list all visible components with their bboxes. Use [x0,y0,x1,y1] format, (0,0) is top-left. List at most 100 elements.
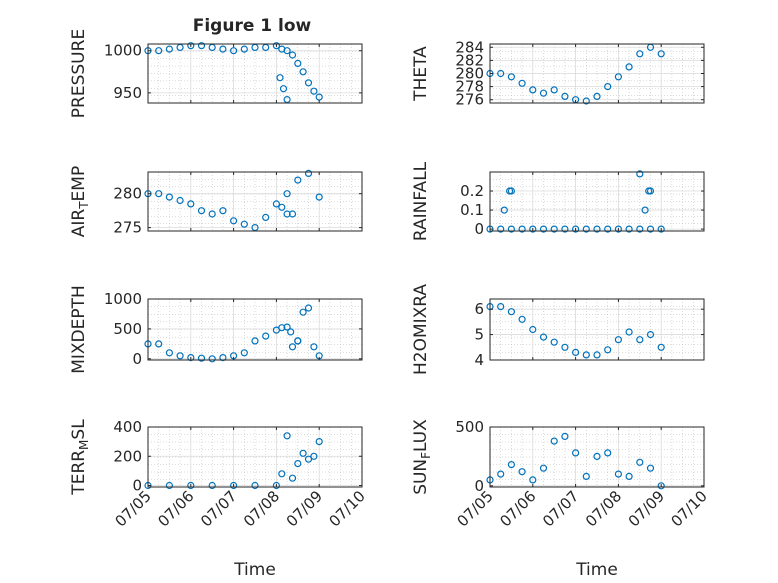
data-point [197,207,206,215]
data-point [187,354,195,362]
y-tick-label: 200 [113,447,142,465]
y-axis-label: AIRTEMP [69,166,91,237]
y-tick-label: 950 [113,84,142,102]
data-point [550,338,558,346]
y-tick-label: 282 [455,51,484,69]
grid [489,299,705,361]
data-point [625,472,633,480]
y-tick-label: 500 [113,320,142,338]
y-tick-label: 278 [455,78,484,96]
data-point [288,210,297,218]
data-point [550,437,558,445]
data-point [230,217,238,225]
data-point [176,352,184,360]
data-point [646,464,655,472]
y-tick-label: 0 [132,477,142,495]
data-point [641,206,649,214]
data-point [219,45,227,53]
data-point [636,50,644,58]
data-point [646,225,655,233]
data-point [497,303,505,311]
data-point [539,464,548,472]
data-point [593,452,601,460]
data-point [272,200,280,208]
data-point [187,481,195,490]
y-tick-label: 284 [455,38,484,56]
data-point [561,92,569,101]
data-point [614,73,623,81]
data-point [262,332,270,340]
data-point [287,328,295,336]
data-point [625,225,633,233]
data-point [582,97,590,105]
data-point [636,458,644,466]
data-point [636,225,644,233]
axes-box [489,171,705,232]
data-point [529,225,537,233]
data-point [187,42,195,50]
data-point [593,351,601,359]
data-point [288,343,297,351]
data-point [500,206,508,214]
data-point [155,190,163,198]
y-tick-label: 1000 [104,290,142,308]
data-point [571,449,580,457]
data-point [497,225,505,233]
data-point [561,432,569,440]
data-point [283,190,291,198]
y-tick-label: 4 [474,351,484,369]
data-point [299,68,307,76]
data-point [582,472,590,480]
data-point [571,348,580,356]
data-point [165,193,173,201]
data-point [278,324,286,332]
data-point [278,203,286,211]
data-point [539,333,548,341]
data-point [657,343,665,351]
data-point [208,481,216,490]
data-point [582,351,590,359]
y-axis-label: THETA [411,46,431,102]
data-point [636,336,644,344]
data-point [197,42,206,50]
data-point [310,343,318,351]
data-point [251,337,259,345]
y-tick-label: 6 [474,300,484,318]
data-point [165,481,173,490]
y-axis-label: MIXDEPTH [69,285,89,374]
y-tick-label: 0.2 [460,182,484,200]
y-tick-label: 400 [113,418,142,436]
data-point [604,449,612,457]
data-point [582,225,590,233]
data-point [529,325,537,334]
data-point [604,82,612,91]
data-point [304,169,313,177]
subplot-3: 275 280 AIRTEMP [69,166,363,237]
x-axis-label: Time [233,560,276,580]
y-tick-label: 500 [455,418,484,436]
data-point [507,308,515,316]
data-point [155,47,163,55]
data-point [636,170,644,178]
y-tick-label: 280 [113,185,142,203]
series-markers [144,42,323,104]
plot-area [490,172,704,231]
subplot-1: 950 1000 PRESSURE [69,29,363,118]
data-point [550,225,558,233]
y-tick-label: 0 [474,220,484,238]
subplot-4: 00.10.2 RAINFALL [411,161,705,241]
axes-box [147,426,363,488]
data-point [230,47,238,55]
plot-area [148,44,362,103]
data-point [262,213,270,221]
data-point [272,481,280,490]
grid [147,426,363,487]
y-tick-label: 5 [474,326,484,344]
y-tick-label: 280 [455,65,484,83]
data-point [593,225,601,233]
axes-box [147,298,363,361]
data-point [625,328,633,336]
data-point [518,468,526,476]
data-point [518,79,526,87]
